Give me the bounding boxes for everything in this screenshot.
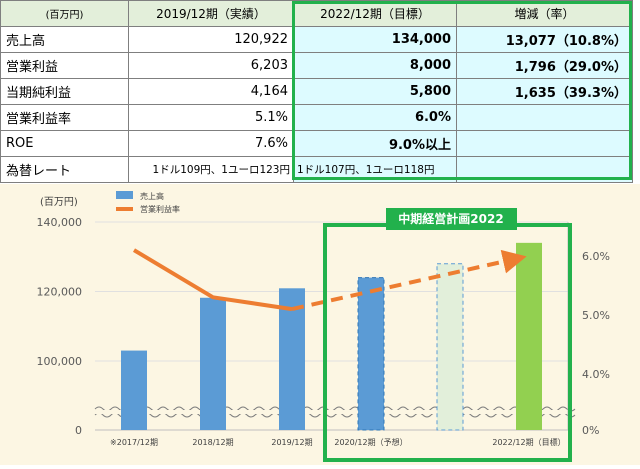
table-row: 営業利益 6,203 8,000 1,796（29.0%） [0,52,633,79]
left-axis-tick: 0 [75,424,82,437]
legend-swatch-sales [116,191,133,199]
actual-value: 1ドル109円、1ユーロ123円 [128,156,294,183]
axis-break-wave [94,412,576,418]
left-axis-unit: (百万円) [40,196,78,208]
row-label: 営業利益 [0,52,129,79]
header-unit: (百万円) [0,0,129,27]
bar-sales [121,350,147,430]
change-value [456,130,633,157]
x-axis-label: 2020/12期（予想） [334,437,407,447]
x-axis-label: 2018/12期 [192,438,233,447]
target-value: 1ドル107円、1ユーロ118円 [293,156,457,183]
target-value: 8,000 [293,52,457,79]
actual-value: 7.6% [128,130,294,157]
x-axis-label: 2022/12期（目標） [492,437,565,447]
bar-sales [279,288,305,430]
right-axis-tick: 5.0% [582,309,610,322]
legend-label-margin: 営業利益率 [140,204,180,214]
table-row: 当期純利益 4,164 5,800 1,635（39.3%） [0,78,633,105]
target-value: 6.0% [293,104,457,131]
row-label: ROE [0,130,129,157]
table-row: 営業利益率 5.1% 6.0% [0,104,633,131]
axis-break-wave [94,406,576,412]
actual-value: 6,203 [128,52,294,79]
sales-margin-chart: 140,000 120,000 100,000 0 (百万円) 6.0% 5.0% 4.0% 0… [37,191,610,462]
change-value: 13,077（10.8%） [456,26,633,53]
left-axis-tick: 120,000 [37,286,83,299]
table-row: 売上高 120,922 134,000 13,077（10.8%） [0,26,633,53]
change-value: 1,796（29.0%） [456,52,633,79]
actual-value: 4,164 [128,78,294,105]
plan-label-box [386,208,517,230]
bar-sales [436,263,464,431]
header-change: 増減（率） [456,0,633,27]
chart-area: 140,000 120,000 100,000 0 (百万円) 6.0% 5.0% 4.0% 0… [0,184,640,465]
left-axis-tick: 100,000 [37,355,83,368]
actual-value: 5.1% [128,104,294,131]
header-target: 2022/12期（目標） [293,0,457,27]
plan-label: 中期経営計画2022 [398,211,503,226]
legend-label-sales: 売上高 [140,191,164,201]
table-row: 為替レート 1ドル109円、1ユーロ123円 1ドル107円、1ユーロ118円 [0,156,633,183]
line-operating-margin [132,248,293,312]
table-header-row: (百万円) 2019/12期（実績） 2022/12期（目標） 増減（率） [0,0,633,27]
change-value: 1,635（39.3%） [456,78,633,105]
row-label: 営業利益率 [0,104,129,131]
target-value: 9.0%以上 [293,130,457,157]
change-value [456,104,633,131]
bar-sales [200,297,226,430]
table-row: ROE 7.6% 9.0%以上 [0,130,633,157]
right-axis-tick: 4.0% [582,368,610,381]
row-label: 為替レート [0,156,129,183]
targets-table: (百万円) 2019/12期（実績） 2022/12期（目標） 増減（率） 売上… [0,0,633,183]
right-axis-tick: 0% [582,424,599,437]
header-actual: 2019/12期（実績） [128,0,294,27]
line-operating-margin-projection [291,249,527,312]
row-label: 当期純利益 [0,78,129,105]
change-value [456,156,633,183]
row-label: 売上高 [0,26,129,53]
x-axis-label: ※2017/12期 [110,438,158,447]
target-value: 5,800 [293,78,457,105]
x-axis-label: 2019/12期 [271,438,312,447]
axis-break-gap [95,410,568,414]
bar-sales [357,277,385,431]
target-value: 134,000 [293,26,457,53]
actual-value: 120,922 [128,26,294,53]
bar-sales [516,242,542,430]
right-axis-tick: 6.0% [582,250,610,263]
left-axis-tick: 140,000 [37,216,83,229]
